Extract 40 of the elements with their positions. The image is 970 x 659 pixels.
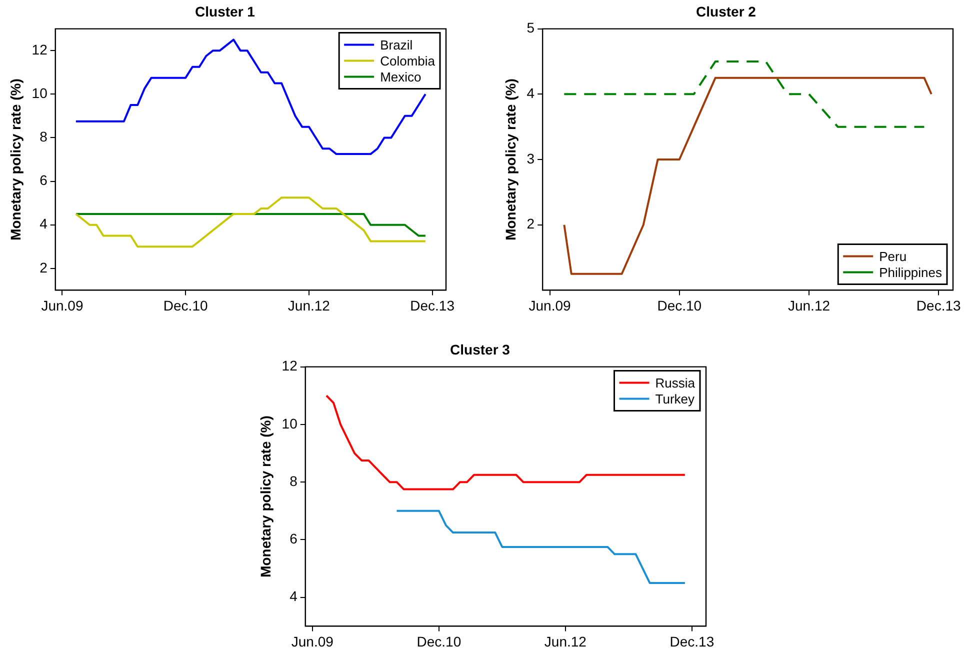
y-tick-label: 5 <box>526 20 535 36</box>
y-tick-label: 2 <box>40 259 48 276</box>
y-tick-label: 3 <box>526 150 535 166</box>
y-axis-title: Monetary policy rate (%) <box>257 416 274 578</box>
y-tick-label: 4 <box>290 588 298 604</box>
y-tick-label: 8 <box>290 472 298 489</box>
legend-label: Brazil <box>380 37 413 52</box>
y-axis-title: Monetary policy rate (%) <box>7 78 24 240</box>
x-tick-label: Dec.10 <box>657 297 702 314</box>
x-tick-label: Jun.12 <box>544 633 587 650</box>
x-tick-label: Jun.12 <box>788 297 830 314</box>
legend-label: Peru <box>879 248 907 264</box>
legend-label: Colombia <box>380 53 436 68</box>
y-axis-title: Monetary policy rate (%) <box>502 78 518 240</box>
x-tick-label: Jun.12 <box>288 297 330 314</box>
y-tick-label: 2 <box>526 216 535 232</box>
y-tick-label: 6 <box>290 530 298 547</box>
y-tick-label: 12 <box>32 41 48 58</box>
x-tick-label: Jun.09 <box>41 297 84 314</box>
y-tick-label: 4 <box>40 216 48 232</box>
y-tick-label: 4 <box>526 85 535 102</box>
legend-label: Mexico <box>380 69 422 84</box>
y-tick-label: 10 <box>282 415 298 432</box>
x-tick-label: Dec.10 <box>416 633 462 650</box>
legend-label: Turkey <box>655 391 696 406</box>
legend-label: Philippines <box>879 264 942 280</box>
x-tick-label: Dec.10 <box>163 297 208 314</box>
y-tick-label: 6 <box>40 172 48 188</box>
x-tick-label: Dec.13 <box>916 297 961 314</box>
chart-title: Cluster 1 <box>195 3 256 20</box>
x-tick-label: Dec.13 <box>410 297 455 314</box>
x-tick-label: Jun.09 <box>291 633 334 650</box>
y-tick-label: 10 <box>32 85 48 102</box>
y-tick-label: 12 <box>282 358 298 374</box>
x-tick-label: Dec.13 <box>670 633 714 650</box>
y-tick-label: 8 <box>40 128 48 145</box>
chart-title: Cluster 2 <box>696 3 756 20</box>
legend-label: Russia <box>655 375 696 390</box>
x-tick-label: Jun.09 <box>528 297 572 314</box>
chart-title: Cluster 3 <box>450 341 510 358</box>
